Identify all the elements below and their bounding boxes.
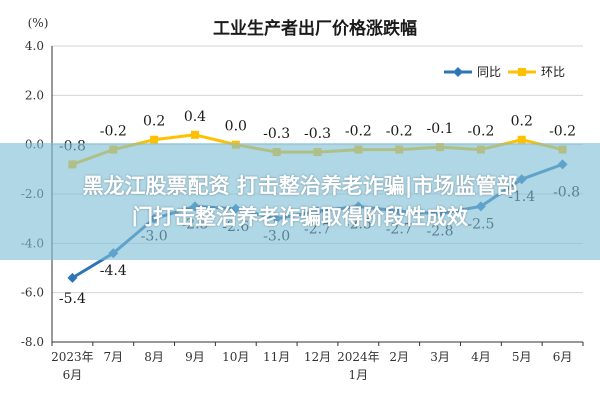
- legend-label: 环比: [541, 65, 565, 79]
- data-point: [67, 272, 78, 283]
- data-label: -0.2: [100, 124, 127, 140]
- y-axis-unit: (%): [28, 16, 49, 30]
- data-point: [150, 135, 159, 144]
- x-tick-label: 6月: [553, 350, 573, 364]
- x-tick-label: 7月: [103, 350, 123, 364]
- y-tick-label: -8.0: [21, 335, 44, 349]
- data-label: 0.0: [225, 119, 247, 135]
- banner-line-2: 门打击整治养老诈骗取得阶段性成效: [132, 204, 468, 229]
- data-label: -0.2: [386, 124, 413, 140]
- legend-marker: [518, 68, 526, 76]
- data-label: -0.3: [304, 126, 331, 142]
- data-label: 0.2: [143, 114, 165, 130]
- x-tick-label: 3月: [430, 350, 450, 364]
- y-tick-label: -6.0: [21, 286, 44, 300]
- x-tick-label: 6月: [63, 368, 83, 382]
- data-label: 0.4: [184, 109, 206, 125]
- data-label: -0.1: [427, 121, 454, 137]
- x-tick-label: 2024年: [337, 350, 380, 364]
- banner-line-1: 黑龙江股票配资 打击整治养老诈骗|市场监管部: [82, 173, 518, 198]
- x-tick-label: 12月: [304, 350, 331, 364]
- x-tick-label: 11月: [263, 350, 290, 364]
- data-label: -5.4: [59, 291, 86, 307]
- y-tick-label: 4.0: [25, 39, 44, 53]
- chart-title: 工业生产者出厂价格涨跌幅: [213, 18, 417, 39]
- x-tick-label: 1月: [349, 368, 369, 382]
- x-tick-label: 2023年: [51, 350, 94, 364]
- x-tick-label: 8月: [144, 350, 164, 364]
- y-tick-label: 2.0: [25, 88, 44, 102]
- data-point: [190, 130, 199, 139]
- data-label: -0.2: [345, 124, 372, 140]
- x-tick-label: 10月: [222, 350, 249, 364]
- data-label: -0.2: [549, 124, 576, 140]
- data-label: -0.2: [467, 124, 494, 140]
- data-label: -4.4: [100, 263, 127, 279]
- x-tick-label: 5月: [512, 350, 532, 364]
- x-tick-label: 2月: [389, 350, 409, 364]
- data-label: 0.2: [511, 114, 533, 130]
- legend-label: 同比: [477, 65, 501, 79]
- legend-marker: [453, 67, 463, 77]
- x-tick-label: 4月: [471, 350, 491, 364]
- data-label: -0.3: [263, 126, 290, 142]
- overlay-banner: 黑龙江股票配资 打击整治养老诈骗|市场监管部 门打击整治养老诈骗取得阶段性成效: [0, 143, 600, 260]
- data-point: [517, 135, 526, 144]
- x-tick-label: 9月: [185, 350, 205, 364]
